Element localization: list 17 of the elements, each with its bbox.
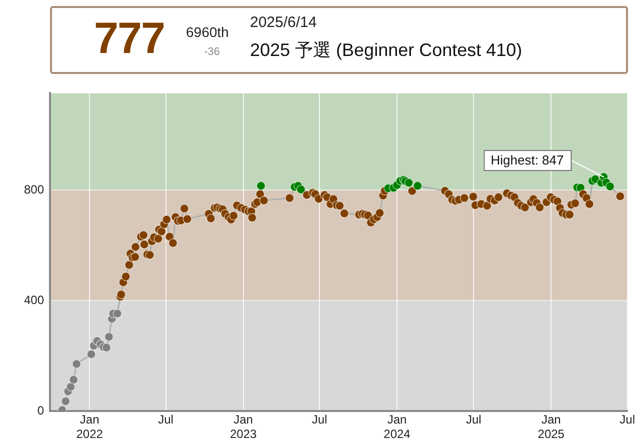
y-tick-label: 400 — [24, 292, 44, 307]
x-tick-label: Jul — [312, 412, 328, 427]
x-tick-label: Jul — [466, 412, 482, 427]
y-tick-label: 0 — [37, 404, 44, 418]
x-tick-label: Jan 2023 — [230, 412, 257, 442]
text: -36 — [204, 46, 220, 58]
text: 2025/6/14 — [250, 14, 317, 31]
x-tick-label: Jan 2025 — [538, 412, 565, 442]
x-tick-label: Jul — [158, 412, 174, 427]
text: 2025 予選 (Beginner Contest 410) — [250, 39, 522, 62]
text: 777 — [94, 14, 164, 64]
x-tick-label: Jan 2022 — [76, 412, 104, 442]
x-tick-label: Jan 2024 — [384, 412, 411, 442]
annotation: Highest: 847 — [490, 152, 564, 168]
x-tick-label: Jul — [620, 412, 635, 427]
text: 6960th — [186, 24, 229, 40]
y-tick-label: 800 — [24, 182, 44, 196]
